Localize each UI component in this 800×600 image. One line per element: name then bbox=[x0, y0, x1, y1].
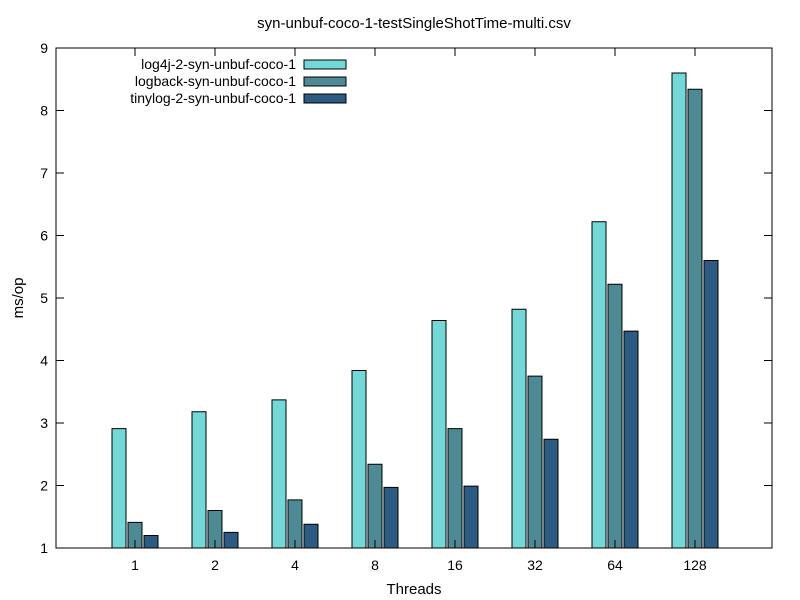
bar-tinylog-2-syn-unbuf-coco-1-1 bbox=[143, 535, 159, 549]
bar-logback-syn-unbuf-coco-1-16 bbox=[447, 428, 463, 549]
bar-tinylog-2-syn-unbuf-coco-1-4 bbox=[303, 523, 319, 549]
legend-label: logback-syn-unbuf-coco-1 bbox=[135, 73, 296, 89]
plot-frame bbox=[55, 47, 773, 549]
bar-tinylog-2-syn-unbuf-coco-1-16 bbox=[463, 485, 479, 549]
y-tick-label: 5 bbox=[40, 290, 48, 306]
legend-swatch bbox=[303, 76, 347, 87]
bars-layer bbox=[111, 72, 719, 549]
bar-log4j-2-syn-unbuf-coco-1-16 bbox=[431, 320, 447, 549]
x-tick-label: 2 bbox=[211, 557, 219, 573]
x-tick-label: 16 bbox=[447, 557, 463, 573]
y-tick-label: 9 bbox=[40, 40, 48, 56]
y-tick-label: 1 bbox=[40, 540, 48, 556]
bar-tinylog-2-syn-unbuf-coco-1-128 bbox=[703, 260, 719, 549]
y-axis-label: ms/op bbox=[10, 278, 27, 319]
bar-log4j-2-syn-unbuf-coco-1-8 bbox=[351, 370, 367, 549]
x-tick-label: 1 bbox=[131, 557, 139, 573]
y-tick-label: 4 bbox=[40, 353, 48, 369]
x-tick-label: 8 bbox=[371, 557, 379, 573]
x-tick-label: 64 bbox=[607, 557, 623, 573]
legend-label: tinylog-2-syn-unbuf-coco-1 bbox=[130, 90, 296, 106]
bar-logback-syn-unbuf-coco-1-64 bbox=[607, 283, 623, 549]
y-tick-label: 8 bbox=[40, 103, 48, 119]
legend-swatch bbox=[303, 93, 347, 104]
bar-log4j-2-syn-unbuf-coco-1-64 bbox=[591, 221, 607, 549]
bar-tinylog-2-syn-unbuf-coco-1-2 bbox=[223, 531, 239, 549]
bar-tinylog-2-syn-unbuf-coco-1-8 bbox=[383, 486, 399, 549]
bar-logback-syn-unbuf-coco-1-32 bbox=[527, 375, 543, 549]
legend: log4j-2-syn-unbuf-coco-1logback-syn-unbu… bbox=[130, 56, 347, 106]
chart-title: syn-unbuf-coco-1-testSingleShotTime-mult… bbox=[257, 15, 571, 32]
y-tick-label: 3 bbox=[40, 415, 48, 431]
x-tick-label: 128 bbox=[683, 557, 707, 573]
y-tick-label: 2 bbox=[40, 478, 48, 494]
y-tick-label: 6 bbox=[40, 228, 48, 244]
bar-log4j-2-syn-unbuf-coco-1-1 bbox=[111, 428, 127, 549]
bar-tinylog-2-syn-unbuf-coco-1-32 bbox=[543, 438, 559, 549]
y-tick-label: 7 bbox=[40, 165, 48, 181]
bar-log4j-2-syn-unbuf-coco-1-4 bbox=[271, 399, 287, 549]
bar-log4j-2-syn-unbuf-coco-1-2 bbox=[191, 411, 207, 549]
axes-layer: 1 2 3 4 5 6 7 8 9 1 2 4 8 16 32 64 128 bbox=[40, 40, 773, 573]
x-tick-label: 4 bbox=[291, 557, 299, 573]
bar-log4j-2-syn-unbuf-coco-1-128 bbox=[671, 72, 687, 549]
bar-tinylog-2-syn-unbuf-coco-1-64 bbox=[623, 330, 639, 549]
x-axis-label: Threads bbox=[386, 581, 441, 598]
legend-label: log4j-2-syn-unbuf-coco-1 bbox=[141, 56, 296, 72]
x-tick-label: 32 bbox=[527, 557, 543, 573]
legend-swatch bbox=[303, 59, 347, 70]
bar-logback-syn-unbuf-coco-1-128 bbox=[687, 88, 703, 549]
bar-logback-syn-unbuf-coco-1-8 bbox=[367, 463, 383, 549]
bar-log4j-2-syn-unbuf-coco-1-32 bbox=[511, 308, 527, 549]
